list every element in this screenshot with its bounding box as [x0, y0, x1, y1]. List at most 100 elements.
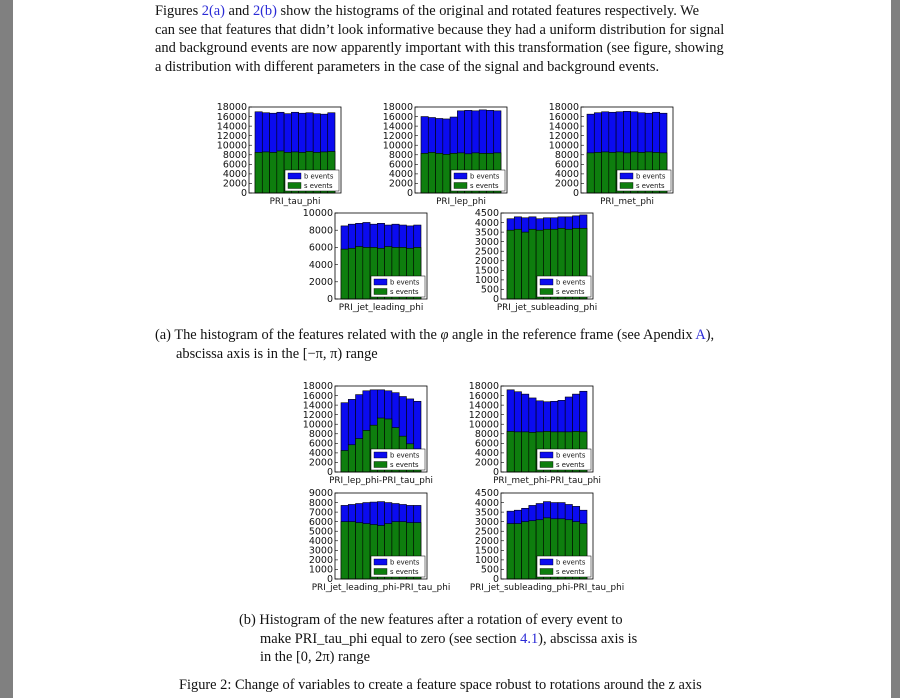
bar-s-events — [362, 523, 371, 580]
y-tick-label: 4500 — [475, 488, 499, 499]
figure-ref-2a[interactable]: 2(a) — [201, 3, 225, 19]
y-tick-label: 1000 — [475, 275, 499, 286]
histogram-jet-subleading-minus-tau-phi: 4500 4000 3500 3000 2500 2000 1500 1000 500 0 PRI_… — [447, 488, 624, 594]
bar-s-events — [528, 520, 537, 580]
legend-swatch-b — [539, 558, 554, 566]
legend-swatch-s — [539, 568, 554, 575]
chart-svg: 1800016000140001200010000800060004000200… — [469, 381, 601, 486]
caption-text: The histogram of the features related wi… — [170, 327, 441, 343]
chart-svg: 1800016000140001200010000800060004000200… — [549, 102, 674, 207]
intro-paragraph: Figures 2(a) and 2(b) show the histogram… — [155, 2, 737, 76]
legend-swatch-b — [539, 451, 554, 459]
y-tick-label: 8000 — [223, 150, 247, 161]
y-tick-label: 4000 — [309, 260, 333, 271]
y-tick-label: 2000 — [555, 179, 579, 190]
plot-frame — [500, 385, 594, 473]
histogram-pri-jet-leading-phi: 10000 8000 6000 4000 2000 0 PRI_jet_leading_ph… — [281, 208, 431, 314]
chart-svg: 10000 8000 6000 4000 2000 0 PRI_jet_leading_ph… — [303, 208, 428, 313]
legend-label-b: b events — [556, 279, 586, 287]
bar-s-events — [340, 248, 349, 300]
y-tick-label: 4500 — [475, 208, 499, 219]
histogram-met-minus-tau-phi: 18000 16000 14000 12000 10000 8000 6000 4000 200… — [447, 381, 601, 487]
histogram-pri-met-phi: 18000 16000 14000 12000 10000 8000 6000 4000 200… — [527, 102, 677, 208]
figure-ref-2b[interactable]: 2(b) — [252, 3, 277, 19]
y-tick-label: 0 — [327, 467, 333, 478]
x-axis-label: PRI_jet_leading_phi-PRI_tau_phi — [312, 583, 451, 593]
bar-s-events — [340, 521, 349, 580]
y-tick-label: 12000 — [469, 410, 499, 421]
y-tick-label: 3000 — [475, 517, 499, 528]
legend-swatch-s — [287, 182, 302, 189]
legend-label-s: s events — [556, 461, 585, 469]
legend-swatch-b — [373, 278, 388, 286]
caption-line: in the [0, 2π) range — [260, 649, 370, 666]
caption-line: abscissa axis is in the [−π, π) range — [176, 345, 378, 362]
y-tick-label: 0 — [493, 467, 499, 478]
y-tick-label: 0 — [241, 188, 247, 199]
y-tick-label: 8000 — [475, 429, 499, 440]
appendix-ref[interactable]: A — [695, 327, 706, 343]
x-axis-label: PRI_lep_phi-PRI_tau_phi — [329, 476, 433, 486]
caption-line: make PRI_tau_phi equal to zero (see sect… — [239, 630, 659, 649]
x-axis-label: PRI_tau_phi — [270, 197, 321, 207]
y-tick-label: 3000 — [475, 237, 499, 248]
histogram-pri-lep-phi: 18000 16000 14000 12000 10000 8000 6000 4000 200… — [361, 102, 511, 208]
intro-line: and background events are now apparently… — [155, 40, 724, 57]
bar-s-events — [442, 153, 451, 194]
x-axis-label: PRI_jet_subleading_phi — [497, 303, 597, 313]
y-tick-label: 12000 — [549, 131, 579, 142]
legend-label-s: s events — [304, 182, 333, 190]
plot-frame — [334, 492, 428, 580]
legend-label-b: b events — [390, 279, 420, 287]
plot-frame — [500, 212, 594, 300]
bar-s-events — [340, 450, 349, 473]
legend-swatch-b — [287, 172, 302, 180]
intro-text: show the histograms of the original and … — [276, 3, 699, 19]
legend-label-s: s events — [556, 288, 585, 296]
bar-s-events — [254, 152, 263, 194]
plot-frame — [334, 212, 428, 300]
y-tick-label: 0 — [327, 574, 333, 585]
bar-s-events — [435, 153, 444, 194]
y-tick-label: 10000 — [383, 140, 413, 151]
y-tick-label: 6000 — [309, 439, 333, 450]
legend-swatch-s — [373, 568, 388, 575]
y-tick-label: 4000 — [389, 169, 413, 180]
y-tick-label: 6000 — [309, 243, 333, 254]
bar-s-events — [513, 523, 522, 580]
x-axis-label: PRI_met_phi — [600, 197, 654, 207]
legend-label-b: b events — [556, 452, 586, 460]
intro-line: Figures 2(a) and 2(b) show the histogram… — [155, 2, 737, 21]
y-tick-label: 2500 — [475, 526, 499, 537]
bar-s-events — [586, 152, 595, 194]
bar-s-events — [521, 231, 530, 300]
legend-swatch-b — [539, 278, 554, 286]
y-tick-label: 3500 — [475, 507, 499, 518]
y-tick-label: 2000 — [309, 458, 333, 469]
figure-caption: Figure 2: Change of variables to create … — [179, 677, 702, 693]
y-tick-label: 0 — [573, 188, 579, 199]
histogram-lep-minus-tau-phi: 18000 16000 14000 12000 10000 8000 6000 4000 200… — [281, 381, 433, 487]
y-tick-label: 2000 — [475, 536, 499, 547]
chart-svg: 450040003500300025002000150010005000PRI_… — [470, 488, 624, 593]
x-axis-label: PRI_jet_subleading_phi-PRI_tau_phi — [470, 583, 624, 593]
y-tick-label: 10000 — [469, 419, 499, 430]
y-tick-label: 9000 — [309, 488, 333, 499]
legend-swatch-b — [619, 172, 634, 180]
bar-s-events — [347, 444, 356, 473]
caption-line: (b) Histogram of the new features after … — [239, 611, 659, 630]
y-tick-label: 12000 — [217, 131, 247, 142]
legend-label-b: b events — [556, 559, 586, 567]
y-tick-label: 16000 — [217, 112, 247, 123]
chart-svg: 9000800070006000500040003000200010000PRI… — [309, 488, 450, 593]
bar-s-events — [528, 432, 537, 473]
bar-s-events — [355, 438, 364, 473]
bar-s-events — [362, 247, 371, 300]
plot-frame — [500, 492, 594, 580]
section-ref[interactable]: 4.1 — [520, 630, 539, 647]
caption-text: ), abscissa axis is — [538, 630, 638, 647]
y-tick-label: 8000 — [555, 150, 579, 161]
bar-s-events — [362, 430, 371, 473]
y-tick-label: 4000 — [475, 498, 499, 509]
caption-line: (a) The histogram of the features relate… — [155, 326, 755, 345]
